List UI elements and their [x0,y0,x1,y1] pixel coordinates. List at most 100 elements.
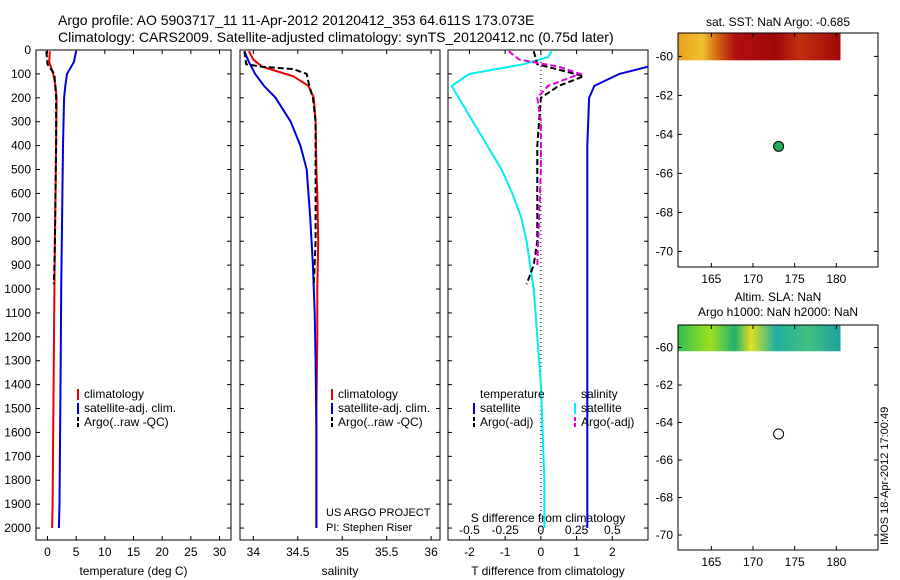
x-axis-label: salinity [322,564,359,578]
legend-entry: satellite-adj. clim. [84,401,176,415]
y-tick-label: 100 [11,67,31,81]
x-tick-label: 20 [155,545,169,559]
x-tick-label: 25 [184,545,198,559]
x-tick-label: 0 [44,545,51,559]
x2-tick-label: -0.5 [459,523,480,537]
x-tick-label: 165 [701,555,721,569]
x-tick-label: 0 [538,545,545,559]
legend-entry: climatology [84,387,144,401]
legend-entry: Argo(..raw -QC) [338,415,423,429]
x2-axis-label: S difference from climatology [471,511,626,525]
x-tick-label: 35.5 [375,545,399,559]
legend-entry: satellite [480,401,521,415]
y-tick-label: 2000 [4,521,31,535]
x-tick-label: 34.5 [286,545,310,559]
x-tick-label: 35 [336,545,350,559]
series-line-black [243,51,317,285]
panel-frame-1 [35,49,232,541]
legend-entry: satellite [581,401,622,415]
x-axis-label: temperature (deg C) [79,564,187,578]
watermark-text: IMOS 18-Apr-2012 17:00:49 [879,407,891,545]
y-tick-label: 400 [11,139,31,153]
series-line-blue [243,50,318,528]
y-tick-label: -60 [656,49,674,63]
y-tick-label: -64 [656,416,674,430]
float-position-marker [773,428,785,440]
series-line-blue [586,65,649,528]
y-tick-label: 1100 [5,306,31,320]
x-tick-label: 180 [826,272,846,286]
legend-entry: temperature [480,387,545,401]
y-tick-label: 1200 [4,330,31,344]
legend-entry: Argo(-adj) [480,415,533,429]
map-title: Altim. SLA: NaN [735,290,822,304]
y-tick-label: -60 [656,341,674,355]
x2-tick-label: 0.5 [604,523,621,537]
y-tick-label: 600 [11,186,31,200]
x-tick-label: 34 [247,545,261,559]
legend-entry: Argo(-adj) [581,415,634,429]
series-line-magenta [508,50,584,266]
series-line-red [248,50,320,528]
y-tick-label: 1400 [4,378,31,392]
figure-title-line1: Argo profile: AO 5903717_11 11-Apr-2012 … [58,12,535,28]
y-tick-label: 0 [24,43,31,57]
y-tick-label: -64 [656,127,674,141]
credit-pi: PI: Stephen Riser [326,522,413,534]
map-frame-2 [677,324,879,551]
y-tick-label: 1300 [4,354,31,368]
x-tick-label: 170 [743,555,763,569]
series-line-black [525,50,587,285]
y-tick-label: 900 [11,258,31,272]
y-tick-label: 1800 [4,473,31,487]
y-tick-label: -68 [656,491,674,505]
y-tick-label: 1700 [4,449,31,463]
y-tick-label: 800 [11,234,31,248]
y-tick-label: 500 [11,163,31,177]
series-line-black [45,51,58,285]
y-tick-label: -66 [656,453,674,467]
x-tick-label: 175 [785,272,805,286]
legend-entry: satellite-adj. clim. [338,401,430,415]
y-tick-label: 1000 [4,282,31,296]
y-tick-label: 1900 [4,497,31,511]
x2-tick-label: 0.25 [565,523,589,537]
x-tick-label: 15 [127,545,141,559]
map-title: sat. SST: NaN Argo: -0.685 [706,15,850,29]
y-tick-label: -62 [656,88,674,102]
x-tick-label: 2 [609,545,616,559]
y-tick-label: -70 [656,244,674,258]
heatmap-strip [678,33,841,61]
x-tick-label: 36 [424,545,438,559]
y-tick-label: -68 [656,205,674,219]
credit-project: US ARGO PROJECT [326,507,431,519]
y-tick-label: 300 [11,115,31,129]
series-line-blue [57,51,78,529]
y-tick-label: 1600 [4,425,31,439]
map-subtitle: Argo h1000: NaN h2000: NaN [698,305,858,319]
x-tick-label: 165 [701,272,721,286]
float-position-marker [773,140,785,152]
map-frame-1 [677,32,879,268]
y-tick-label: -62 [656,378,674,392]
legend-entry: salinity [581,387,618,401]
x-tick-label: 1 [573,545,580,559]
heatmap-strip [678,325,841,352]
panel-frame-3 [447,49,649,541]
x-tick-label: 5 [73,545,80,559]
panel-frame-2 [239,49,441,541]
x-axis-label: T difference from climatology [471,564,625,578]
x-tick-label: 170 [743,272,763,286]
x-tick-label: 175 [785,555,805,569]
y-tick-label: 200 [11,91,31,105]
x-tick-label: 10 [98,545,112,559]
legend-entry: Argo(..raw -QC) [84,415,169,429]
series-line-cyan [450,50,553,528]
x-tick-label: -2 [464,545,475,559]
y-tick-label: -70 [656,528,674,542]
x-tick-label: -1 [500,545,511,559]
y-tick-label: -66 [656,166,674,180]
legend-entry: climatology [338,387,398,401]
x2-tick-label: -0.25 [491,523,519,537]
